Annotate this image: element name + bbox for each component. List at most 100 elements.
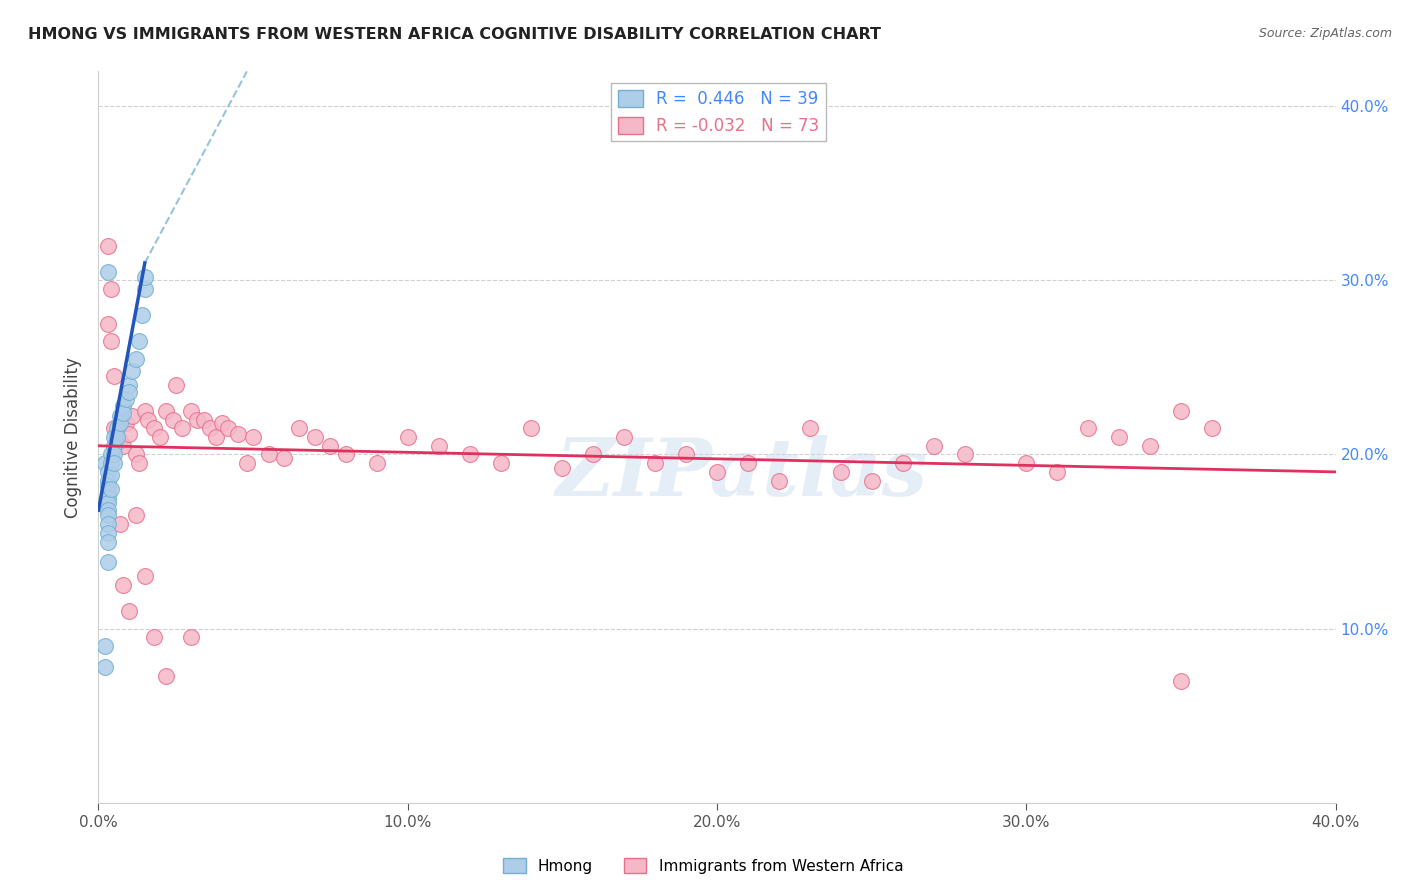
Point <box>149 430 172 444</box>
Point <box>143 421 166 435</box>
Point <box>112 578 135 592</box>
Point <box>830 465 852 479</box>
Point <box>112 406 135 420</box>
Point <box>582 448 605 462</box>
Point <box>922 439 945 453</box>
Point <box>97 238 120 252</box>
Point <box>115 416 138 430</box>
Point <box>860 474 883 488</box>
Point <box>100 448 122 462</box>
Point <box>124 508 146 523</box>
Point <box>97 485 120 500</box>
Point <box>155 404 177 418</box>
Point <box>97 491 120 505</box>
Point <box>427 439 450 453</box>
Point <box>226 426 249 441</box>
Point <box>100 456 122 470</box>
Point <box>118 384 141 399</box>
Point <box>162 412 184 426</box>
Point <box>706 465 728 479</box>
Point <box>319 439 342 453</box>
Text: Source: ZipAtlas.com: Source: ZipAtlas.com <box>1258 27 1392 40</box>
Point <box>288 421 311 435</box>
Point <box>236 456 259 470</box>
Text: HMONG VS IMMIGRANTS FROM WESTERN AFRICA COGNITIVE DISABILITY CORRELATION CHART: HMONG VS IMMIGRANTS FROM WESTERN AFRICA … <box>28 27 882 42</box>
Point <box>97 474 120 488</box>
Point <box>489 456 512 470</box>
Point <box>165 377 187 392</box>
Point <box>118 426 141 441</box>
Point <box>1015 456 1038 470</box>
Point <box>186 412 208 426</box>
Point <box>124 351 146 366</box>
Point <box>1170 673 1192 688</box>
Point <box>112 399 135 413</box>
Point <box>105 430 128 444</box>
Point <box>1046 465 1069 479</box>
Point <box>121 409 143 424</box>
Point <box>97 556 120 570</box>
Point <box>103 439 125 453</box>
Point <box>644 456 666 470</box>
Point <box>799 421 821 435</box>
Point <box>180 631 202 645</box>
Point <box>134 269 156 284</box>
Point <box>97 465 120 479</box>
Point <box>134 282 156 296</box>
Point <box>193 412 215 426</box>
Point <box>97 265 120 279</box>
Legend: Hmong, Immigrants from Western Africa: Hmong, Immigrants from Western Africa <box>496 852 910 880</box>
Point <box>217 421 239 435</box>
Legend: R =  0.446   N = 39, R = -0.032   N = 73: R = 0.446 N = 39, R = -0.032 N = 73 <box>612 83 827 141</box>
Y-axis label: Cognitive Disability: Cognitive Disability <box>65 357 83 517</box>
Point <box>134 569 156 583</box>
Point <box>100 483 122 497</box>
Point <box>1201 421 1223 435</box>
Point <box>257 448 280 462</box>
Point <box>1139 439 1161 453</box>
Point <box>103 421 125 435</box>
Point <box>112 439 135 453</box>
Point <box>100 468 122 483</box>
Point <box>97 479 120 493</box>
Point <box>170 421 193 435</box>
Point <box>100 334 122 349</box>
Point <box>103 430 125 444</box>
Point <box>520 421 543 435</box>
Point <box>93 639 115 653</box>
Point <box>97 503 120 517</box>
Point <box>1170 404 1192 418</box>
Point <box>103 456 125 470</box>
Point <box>143 631 166 645</box>
Point <box>108 409 131 424</box>
Point <box>134 404 156 418</box>
Point <box>273 450 295 465</box>
Point <box>97 496 120 510</box>
Point <box>105 430 128 444</box>
Point <box>108 517 131 532</box>
Point <box>205 430 228 444</box>
Point <box>93 456 115 470</box>
Point <box>124 448 146 462</box>
Point <box>97 534 120 549</box>
Point <box>103 369 125 384</box>
Point <box>198 421 221 435</box>
Point <box>97 508 120 523</box>
Point <box>1077 421 1099 435</box>
Point <box>136 412 159 426</box>
Point <box>1108 430 1130 444</box>
Point <box>737 456 759 470</box>
Point <box>335 448 357 462</box>
Point <box>891 456 914 470</box>
Point <box>551 461 574 475</box>
Text: ZIPatlas: ZIPatlas <box>555 435 928 512</box>
Point <box>108 416 131 430</box>
Point <box>180 404 202 418</box>
Point <box>458 448 481 462</box>
Point <box>128 456 150 470</box>
Point <box>115 392 138 406</box>
Point <box>121 364 143 378</box>
Point <box>131 308 153 322</box>
Point <box>211 416 233 430</box>
Point <box>103 448 125 462</box>
